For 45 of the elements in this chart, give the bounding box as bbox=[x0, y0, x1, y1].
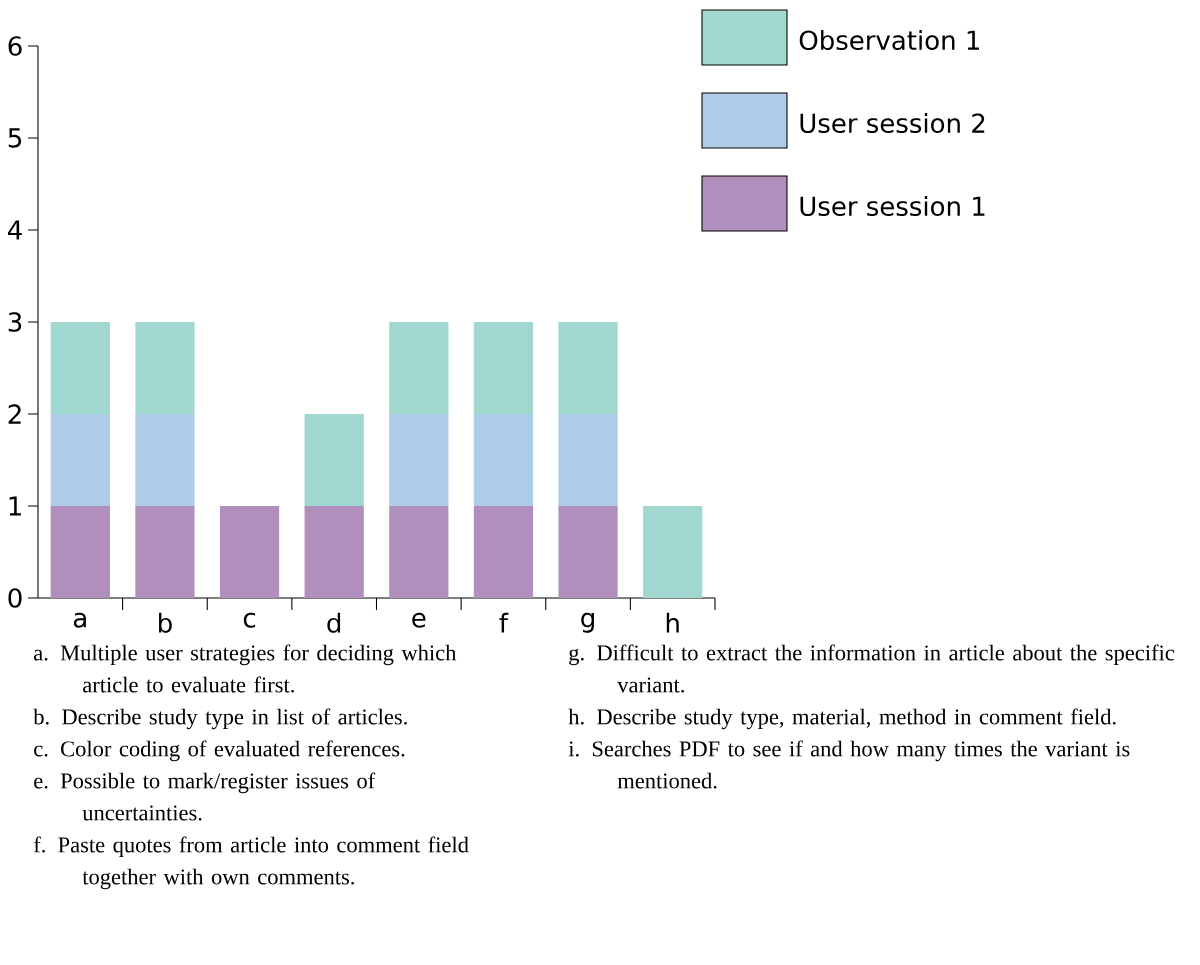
text: e. Possible to mark/register issues of uncertainties. bbox=[34, 772, 376, 821]
legend-label: Observation 1 bbox=[799, 29, 979, 51]
x-tick-label: h bbox=[666, 612, 679, 633]
x-tick-label: g bbox=[581, 612, 594, 633]
y-tick-label: 2 bbox=[8, 404, 21, 424]
bar bbox=[304, 414, 364, 507]
text: c. Color coding of evaluated references. bbox=[34, 740, 405, 762]
legend-label: User session 2 bbox=[800, 112, 985, 134]
text: i. Searches PDF to see if and how many times the variant is mentioned. bbox=[568, 740, 1130, 789]
text: g. Difficult to extract the information in article about the specific variant. bbox=[569, 644, 1175, 693]
text: f. Paste quotes from article into comment field together with own comments. bbox=[33, 836, 469, 890]
text: a. Multiple user strategies for deciding which article to evaluate first. bbox=[34, 644, 457, 693]
bar bbox=[558, 506, 618, 599]
bar bbox=[558, 414, 618, 507]
y-tick-label: 1 bbox=[9, 496, 21, 516]
bar bbox=[389, 506, 449, 599]
bar bbox=[219, 506, 280, 599]
text: h. Describe study type, material, method in comment field. bbox=[568, 708, 1116, 730]
bar bbox=[558, 322, 618, 415]
y-tick-label: 0 bbox=[8, 588, 22, 608]
x-tick-label: d bbox=[327, 612, 341, 633]
bar bbox=[473, 506, 534, 599]
bar bbox=[135, 506, 195, 599]
bar bbox=[50, 506, 110, 599]
x-tick-label: e bbox=[412, 612, 426, 628]
bar bbox=[389, 414, 449, 507]
x-tick-label: a bbox=[73, 612, 86, 628]
x-tick-label: c bbox=[243, 612, 256, 628]
x-tick-label: b bbox=[159, 612, 172, 633]
y-tick-label: 3 bbox=[8, 312, 22, 332]
bar bbox=[135, 322, 195, 415]
bar bbox=[50, 414, 110, 507]
x-tick-label: f bbox=[499, 612, 509, 633]
bar bbox=[389, 322, 449, 415]
bar bbox=[135, 414, 195, 507]
bar bbox=[643, 506, 703, 599]
bar bbox=[473, 322, 534, 415]
y-tick-label: 5 bbox=[8, 128, 22, 148]
bar bbox=[473, 414, 534, 507]
bar bbox=[304, 506, 364, 599]
bar bbox=[50, 322, 110, 415]
y-tick-label: 4 bbox=[8, 220, 22, 240]
legend-label: User session 1 bbox=[800, 195, 985, 217]
text: b. Describe study type in list of articles. bbox=[33, 708, 407, 730]
y-tick-label: 6 bbox=[8, 36, 22, 56]
